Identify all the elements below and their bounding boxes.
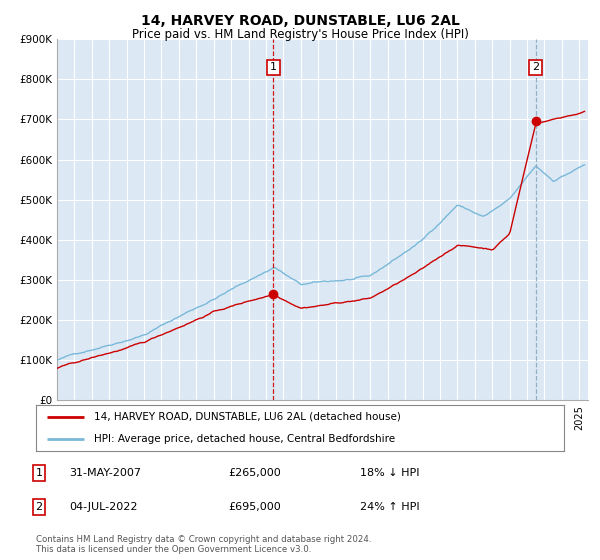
Text: 04-JUL-2022: 04-JUL-2022 [69,502,137,512]
Text: 31-MAY-2007: 31-MAY-2007 [69,468,141,478]
Text: 14, HARVEY ROAD, DUNSTABLE, LU6 2AL: 14, HARVEY ROAD, DUNSTABLE, LU6 2AL [140,14,460,28]
Text: 1: 1 [35,468,43,478]
Text: 18% ↓ HPI: 18% ↓ HPI [360,468,419,478]
Text: 2: 2 [532,62,539,72]
Text: Contains HM Land Registry data © Crown copyright and database right 2024.
This d: Contains HM Land Registry data © Crown c… [36,535,371,554]
Text: HPI: Average price, detached house, Central Bedfordshire: HPI: Average price, detached house, Cent… [94,434,395,444]
Text: £695,000: £695,000 [228,502,281,512]
Text: 24% ↑ HPI: 24% ↑ HPI [360,502,419,512]
Text: 2: 2 [35,502,43,512]
Text: Price paid vs. HM Land Registry's House Price Index (HPI): Price paid vs. HM Land Registry's House … [131,28,469,41]
Text: 14, HARVEY ROAD, DUNSTABLE, LU6 2AL (detached house): 14, HARVEY ROAD, DUNSTABLE, LU6 2AL (det… [94,412,401,422]
Text: £265,000: £265,000 [228,468,281,478]
Text: 1: 1 [270,62,277,72]
